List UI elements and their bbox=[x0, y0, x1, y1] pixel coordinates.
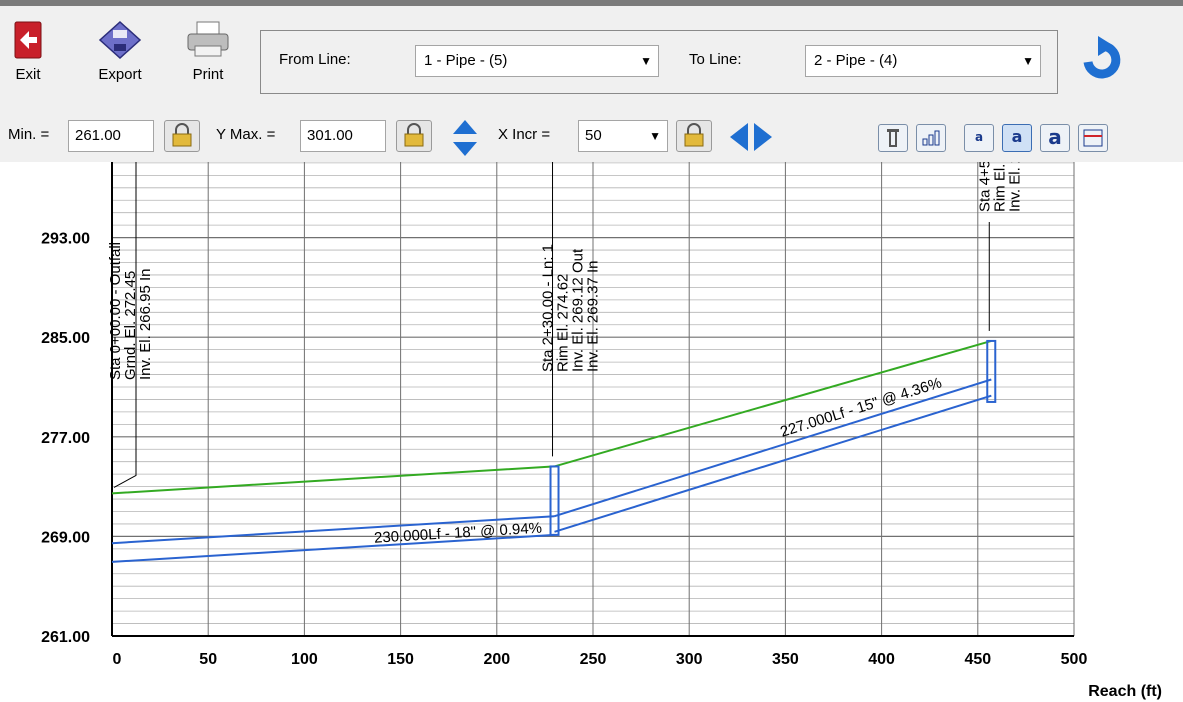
print-label: Print bbox=[192, 66, 224, 83]
x-tick-label: 350 bbox=[772, 651, 799, 668]
chart-series bbox=[111, 339, 997, 563]
station-label-line: Sta 4+57.0 bbox=[976, 162, 993, 212]
x-tick-label: 400 bbox=[868, 651, 895, 668]
font-large-button[interactable]: a bbox=[1040, 124, 1070, 152]
x-tick-label: 100 bbox=[291, 651, 318, 668]
font-medium-icon: a bbox=[1011, 127, 1023, 146]
chevron-down-icon: ▼ bbox=[1022, 54, 1034, 68]
ymax-value: 301.00 bbox=[307, 127, 353, 144]
ymax-field[interactable]: 301.00 bbox=[300, 120, 386, 152]
junction-manhole bbox=[549, 465, 560, 536]
pipe-line bbox=[111, 515, 555, 545]
station-label-line: Inv. El. 266.95 In bbox=[137, 269, 154, 380]
x-tick-label: 500 bbox=[1061, 651, 1088, 668]
main-toolbar: Exit Export Print From Line: 1 - Pipe - … bbox=[0, 6, 1183, 110]
x-scroll-arrows[interactable] bbox=[728, 120, 774, 159]
y-tick-label: 261.00 bbox=[41, 629, 90, 646]
y-tick-labels: 261.00 269.00 277.00 285.00 293.00 bbox=[41, 231, 90, 646]
manhole-icon bbox=[887, 129, 899, 147]
refresh-arrow-icon bbox=[1083, 36, 1121, 79]
station-label-line: Inv. El. 269.12 Out bbox=[570, 248, 587, 372]
lock-icon bbox=[172, 123, 192, 147]
x-tick-label: 0 bbox=[113, 651, 122, 668]
to-line-value: 2 - Pipe - (4) bbox=[814, 52, 898, 69]
pipe-line bbox=[554, 378, 992, 518]
hgl-icon bbox=[1083, 129, 1103, 147]
chart-grid bbox=[111, 162, 1075, 637]
xincr-value: 50 bbox=[585, 127, 602, 144]
ymin-value: 261.00 bbox=[75, 127, 121, 144]
x-tick-labels: 0 50 100 150 200 250 300 350 400 450 500 bbox=[113, 651, 1088, 668]
xincr-lock-button[interactable] bbox=[676, 120, 712, 152]
chevron-down-icon: ▼ bbox=[640, 54, 652, 68]
x-tick-label: 200 bbox=[483, 651, 510, 668]
export-button[interactable]: Export bbox=[88, 20, 152, 83]
junction-manhole bbox=[986, 339, 997, 403]
y-tick-label: 293.00 bbox=[41, 231, 90, 248]
window-top-border bbox=[0, 0, 1183, 6]
station-leader bbox=[113, 162, 137, 488]
x-axis-label: Reach (ft) bbox=[1088, 683, 1162, 700]
exit-button[interactable]: Exit bbox=[8, 20, 48, 83]
from-line-dropdown[interactable]: 1 - Pipe - (5) ▼ bbox=[415, 45, 659, 77]
to-line-dropdown[interactable]: 2 - Pipe - (4) ▼ bbox=[805, 45, 1041, 77]
xincr-dropdown[interactable]: 50 ▼ bbox=[578, 120, 668, 152]
x-tick-label: 300 bbox=[676, 651, 703, 668]
manhole-view-button[interactable] bbox=[878, 124, 908, 152]
x-tick-label: 150 bbox=[387, 651, 414, 668]
station-label-line: Sta 0+00.00 - Outfall bbox=[107, 242, 124, 380]
ymin-label: Min. = bbox=[8, 126, 50, 143]
line-selection-group: From Line: 1 - Pipe - (5) ▼ To Line: 2 -… bbox=[260, 30, 1058, 94]
y-tick-label: 277.00 bbox=[41, 430, 90, 447]
up-down-arrows-icon bbox=[453, 120, 477, 156]
left-right-arrows-icon bbox=[730, 123, 772, 151]
exit-label: Exit bbox=[15, 66, 41, 83]
printer-icon bbox=[187, 21, 229, 57]
font-medium-button[interactable]: a bbox=[1002, 124, 1032, 152]
to-line-label: To Line: bbox=[689, 51, 742, 68]
ymax-label: Y Max. = bbox=[216, 126, 276, 143]
from-line-value: 1 - Pipe - (5) bbox=[424, 52, 508, 69]
pipe-line bbox=[111, 533, 555, 563]
bar-view-button[interactable] bbox=[916, 124, 946, 152]
station-label-line: Inv. El. 269.37 In bbox=[585, 261, 602, 372]
bar-chart-icon bbox=[922, 130, 940, 146]
x-tick-label: 450 bbox=[964, 651, 991, 668]
print-button[interactable]: Print bbox=[180, 20, 236, 83]
font-large-icon: a bbox=[1048, 125, 1062, 149]
y-tick-label: 285.00 bbox=[41, 330, 90, 347]
lock-icon bbox=[684, 123, 704, 147]
hgl-toggle-button[interactable] bbox=[1078, 124, 1108, 152]
ymin-lock-button[interactable] bbox=[164, 120, 200, 152]
lock-icon bbox=[404, 123, 424, 147]
pipe-line bbox=[554, 394, 992, 533]
exit-arrow-icon bbox=[14, 21, 42, 59]
xincr-label: X Incr = bbox=[498, 126, 551, 143]
x-tick-label: 50 bbox=[199, 651, 217, 668]
station-label-line: Grnd. El. 272.45 bbox=[122, 271, 139, 380]
y-scroll-arrows[interactable] bbox=[450, 118, 480, 163]
y-tick-label: 269.00 bbox=[41, 529, 90, 546]
font-small-icon: a bbox=[974, 130, 984, 144]
font-small-button[interactable]: a bbox=[964, 124, 994, 152]
station-label-line: Inv. El. 279 bbox=[1006, 162, 1023, 212]
station-label-line: Rim El. 284 bbox=[991, 162, 1008, 212]
station-label-line: Rim El. 274.62 bbox=[555, 274, 572, 372]
refresh-button[interactable] bbox=[1078, 36, 1128, 87]
x-tick-label: 250 bbox=[580, 651, 607, 668]
export-label: Export bbox=[98, 66, 142, 83]
floppy-disk-icon bbox=[98, 20, 142, 60]
ymax-lock-button[interactable] bbox=[396, 120, 432, 152]
axis-toolbar: Min. = 261.00 Y Max. = 301.00 X Incr = 5… bbox=[0, 110, 1183, 162]
ymin-field[interactable]: 261.00 bbox=[68, 120, 154, 152]
from-line-label: From Line: bbox=[279, 51, 351, 68]
chevron-down-icon: ▼ bbox=[649, 129, 661, 143]
